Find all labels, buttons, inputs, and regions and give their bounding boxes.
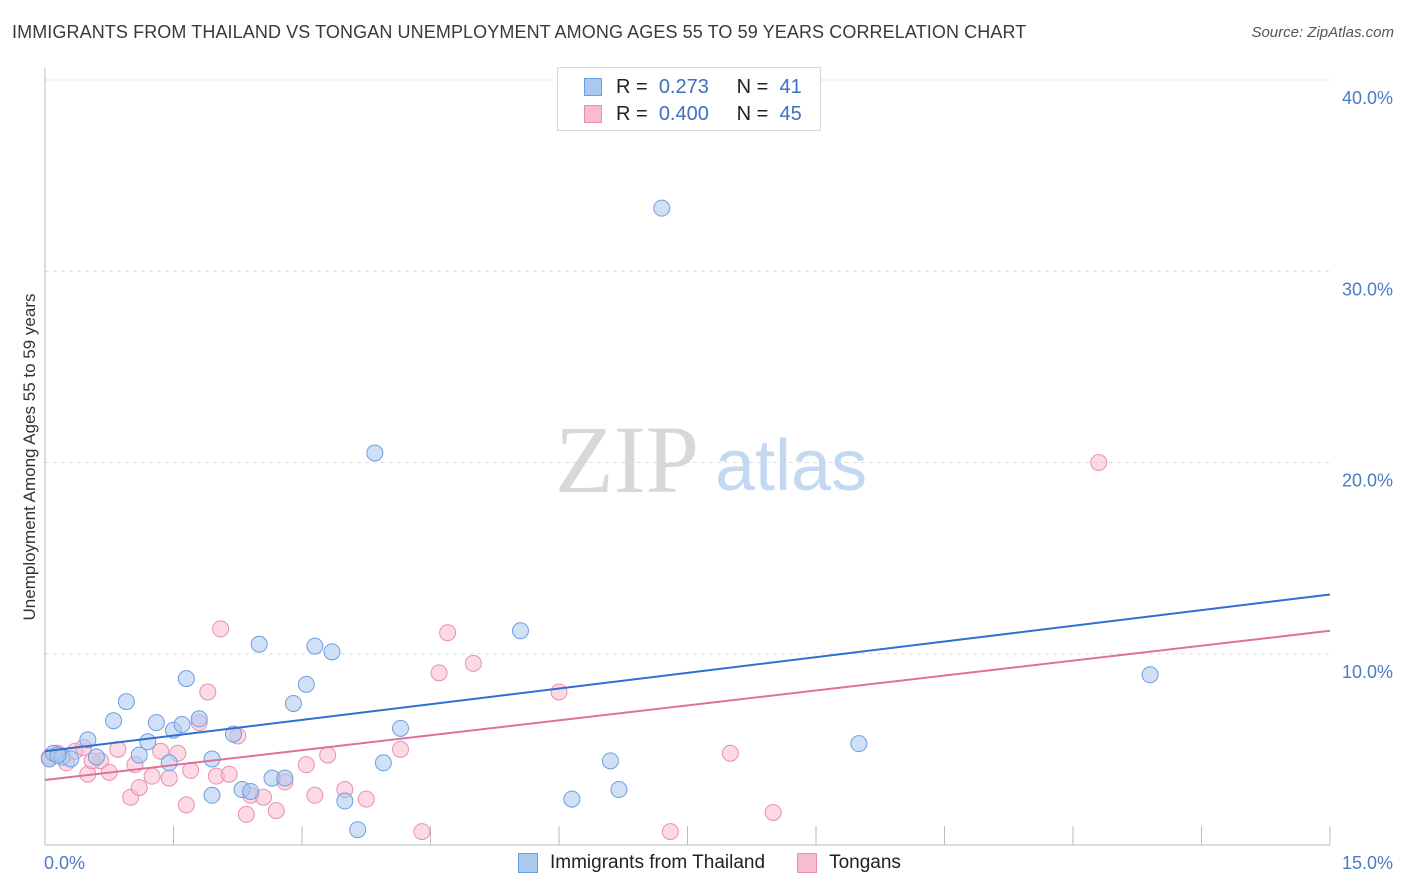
tongans-point — [199, 683, 217, 701]
tongans-point — [212, 620, 230, 638]
tongans-point — [297, 756, 315, 774]
tongans-trend-line — [44, 629, 1331, 781]
legend-swatch-pink — [797, 853, 818, 873]
legend-swatch-blue — [584, 78, 602, 96]
thailand-point — [190, 710, 208, 728]
stats-legend: R = 0.273 N = 41 R = 0.400 N = 45 — [557, 67, 821, 131]
legend-item-tongans: Tongans — [797, 852, 901, 874]
legend-row-tongans: R = 0.400 N = 45 — [584, 102, 802, 126]
y-tick-label: 20.0% — [1342, 471, 1393, 491]
thailand-point — [366, 444, 384, 462]
legend-row-thailand: R = 0.273 N = 41 — [584, 75, 802, 99]
thailand-point — [117, 693, 135, 711]
tongans-point — [464, 654, 482, 672]
tongans-point — [764, 803, 782, 821]
legend-n-label: N = — [736, 75, 769, 98]
thailand-point — [173, 716, 191, 734]
series-legend: Immigrants from Thailand Tongans — [518, 852, 933, 874]
watermark: ZIP atlas — [555, 406, 867, 513]
tongans-point — [182, 761, 200, 779]
thailand-point — [130, 746, 148, 764]
thailand-point — [177, 670, 195, 688]
thailand-point — [349, 821, 367, 839]
y-axis-label: Unemployment Among Ages 55 to 59 years — [20, 294, 39, 621]
tongans-point — [177, 796, 195, 814]
thailand-point — [297, 675, 315, 693]
tongans-point — [661, 823, 679, 841]
thailand-point — [601, 752, 619, 770]
tongans-point — [220, 765, 238, 783]
tongans-point — [130, 779, 148, 797]
trend-lines — [44, 593, 1331, 781]
thailand-point — [87, 748, 105, 766]
tongans-point — [550, 683, 568, 701]
thailand-trend-line — [44, 593, 1331, 753]
thailand-point — [850, 735, 868, 753]
axes — [44, 68, 1331, 846]
tongans-point — [413, 823, 431, 841]
legend-item-thailand: Immigrants from Thailand — [518, 852, 765, 874]
legend-r-value: 0.400 — [658, 102, 709, 125]
thailand-point — [203, 786, 221, 804]
y-tick-label: 10.0% — [1342, 662, 1393, 682]
tongans-point — [160, 769, 178, 787]
legend-n-label: N = — [736, 102, 769, 125]
legend-n-value: 41 — [779, 75, 802, 98]
legend-label-thailand: Immigrants from Thailand — [550, 852, 766, 873]
tick-labels: 10.0% 20.0% 30.0% 40.0% 0.0% 15.0% — [44, 88, 1393, 873]
x-tick-label: 0.0% — [44, 853, 85, 873]
tongans-point — [267, 802, 285, 820]
legend-r-label: R = — [616, 102, 648, 125]
thailand-point — [653, 199, 671, 217]
thailand-point — [79, 731, 97, 749]
tongans-point — [392, 740, 410, 758]
thailand-point — [105, 712, 123, 730]
tongans-point — [143, 767, 161, 785]
legend-swatch-blue — [518, 853, 538, 873]
x-tick-label: 15.0% — [1342, 853, 1393, 873]
thailand-point — [139, 733, 157, 751]
thailand-point — [147, 714, 165, 732]
legend-swatch-pink — [584, 105, 602, 123]
tongans-point — [721, 744, 739, 762]
tongans-point — [1090, 454, 1108, 471]
thailand-point — [511, 622, 529, 640]
watermark-atlas: atlas — [715, 426, 867, 506]
thailand-points — [40, 199, 1159, 839]
legend-r-value: 0.273 — [658, 75, 709, 98]
y-tick-label: 30.0% — [1342, 279, 1393, 299]
thailand-point — [276, 769, 294, 787]
legend-r-label: R = — [616, 75, 648, 98]
thailand-point — [224, 725, 242, 743]
thailand-point — [284, 694, 302, 712]
thailand-point — [610, 781, 628, 799]
watermark-zip: ZIP — [555, 406, 699, 513]
legend-label-tongans: Tongans — [829, 852, 901, 873]
chart-title: IMMIGRANTS FROM THAILAND VS TONGAN UNEMP… — [12, 22, 1027, 42]
thailand-point — [160, 754, 178, 772]
thailand-point — [323, 643, 341, 661]
thailand-point — [336, 792, 354, 810]
tongans-point — [430, 664, 448, 682]
thailand-point — [374, 754, 392, 772]
thailand-point — [242, 782, 260, 800]
thailand-point — [1141, 666, 1159, 684]
tongans-point — [357, 790, 375, 808]
thailand-point — [392, 719, 410, 737]
grid-lines — [45, 79, 1330, 655]
y-tick-label: 40.0% — [1342, 88, 1393, 108]
thailand-point — [250, 635, 268, 653]
legend-n-value: 45 — [779, 102, 802, 125]
tongans-point — [152, 742, 170, 760]
thailand-point — [306, 637, 324, 655]
tongans-point — [319, 746, 337, 764]
thailand-point — [563, 790, 581, 808]
tongans-point — [306, 786, 324, 804]
tongans-point — [439, 624, 457, 642]
tongans-point — [109, 740, 127, 758]
tongans-point — [237, 805, 255, 823]
source-label: Source: ZipAtlas.com — [1251, 24, 1394, 41]
